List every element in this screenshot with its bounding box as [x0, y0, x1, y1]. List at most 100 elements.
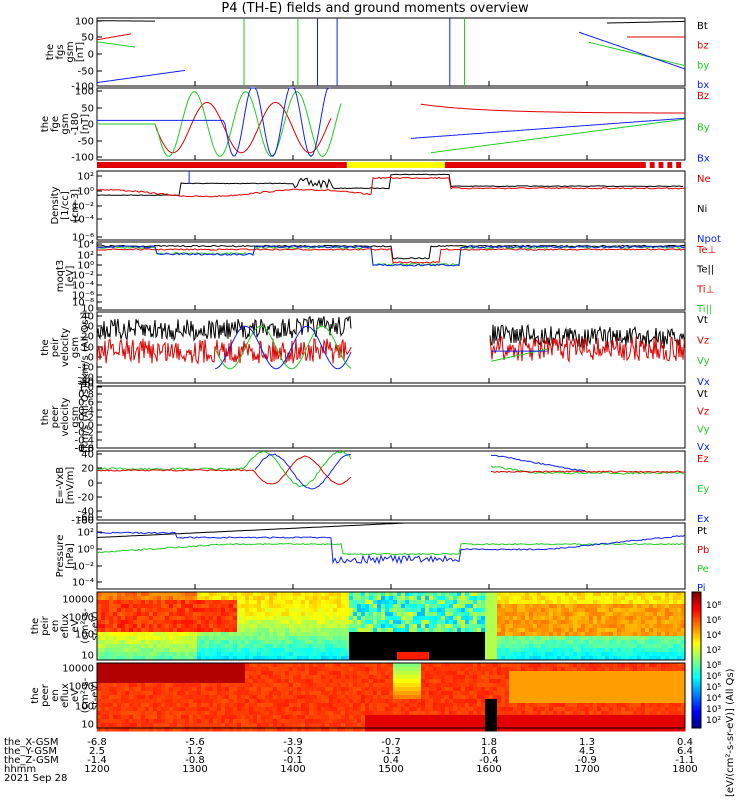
spectro-cell: [425, 687, 430, 692]
spectro-cell: [233, 719, 238, 724]
spectro-cell: [277, 648, 282, 653]
spectro-cell: [577, 632, 582, 637]
spectro-cell: [129, 640, 134, 645]
spectro-cell: [193, 715, 198, 720]
spectro-cell: [125, 671, 130, 676]
spectro-cell: [337, 620, 342, 625]
spectro-cell: [177, 679, 182, 684]
spectro-cell: [197, 652, 202, 657]
spectro-cell: [517, 675, 522, 680]
spectro-cell: [341, 707, 346, 712]
spectro-cell: [601, 683, 606, 688]
spectro-cell: [525, 675, 530, 680]
spectro-cell: [129, 616, 134, 621]
spectro-cell: [441, 695, 446, 700]
spectro-cell: [217, 671, 222, 676]
spectro-cell: [97, 624, 102, 629]
spectro-cell: [577, 683, 582, 688]
spectro-cell: [141, 719, 146, 724]
spectro-cell: [661, 604, 666, 609]
spectro-cell: [181, 711, 186, 716]
spectro-cell: [317, 628, 322, 633]
spectro-cell: [349, 687, 354, 692]
spectro-cell: [521, 596, 526, 601]
spectro-cell: [385, 620, 390, 625]
spectro-cell: [269, 592, 274, 597]
ylabel-line: the: [40, 339, 51, 355]
spectro-cell: [329, 640, 334, 645]
spectro-cell: [381, 723, 386, 728]
spectro-cell: [289, 616, 294, 621]
spectro-cell: [365, 703, 370, 708]
spectro-cell: [485, 628, 490, 633]
spectro-cell: [629, 652, 634, 657]
spectro-cell: [681, 604, 686, 609]
spectro-cell: [269, 596, 274, 601]
spectro-cell: [165, 624, 170, 629]
spectro-cell: [453, 675, 458, 680]
spectro-cell: [357, 711, 362, 716]
spectro-cell: [541, 652, 546, 657]
spectro-cell: [353, 600, 358, 605]
spectro-cell: [465, 691, 470, 696]
spectro-cell: [121, 596, 126, 601]
spectro-cell: [345, 600, 350, 605]
spectro-cell: [129, 675, 134, 680]
spectro-cell: [285, 632, 290, 637]
spectro-cell: [309, 612, 314, 617]
spectro-cell: [493, 592, 498, 597]
spectro-cell: [429, 640, 434, 645]
spectro-cell: [677, 620, 682, 625]
spectro-cell: [257, 648, 262, 653]
spectro-cell: [273, 699, 278, 704]
spectro-cell: [433, 612, 438, 617]
spectro-cell: [237, 596, 242, 601]
spectro-cell: [573, 632, 578, 637]
spectro-cell: [477, 600, 482, 605]
spectro-cell: [553, 608, 558, 613]
spectro-cell: [369, 596, 374, 601]
spectro-cell: [301, 683, 306, 688]
spectro-cell: [217, 628, 222, 633]
spectro-cell: [241, 612, 246, 617]
ylabel-line: fge: [50, 116, 61, 132]
spectro-cell: [205, 671, 210, 676]
spectro-cell: [157, 604, 162, 609]
spectro-cell: [229, 592, 234, 597]
spectro-cell: [309, 600, 314, 605]
spectro-cell: [273, 592, 278, 597]
spectro-cell: [105, 715, 110, 720]
spectro-cell: [337, 675, 342, 680]
spectro-cell: [581, 644, 586, 649]
spectro-cell: [657, 616, 662, 621]
spectro-cell: [393, 616, 398, 621]
spectro-cell: [149, 592, 154, 597]
spectro-cell: [525, 652, 530, 657]
spectro-cell: [561, 671, 566, 676]
spectro-cell: [293, 679, 298, 684]
spectro-cell: [169, 699, 174, 704]
spectro-cell: [557, 616, 562, 621]
spectro-cell: [449, 636, 454, 641]
spectro-cell: [645, 628, 650, 633]
spectro-cell: [201, 616, 206, 621]
spectro-cell: [657, 596, 662, 601]
spectro-cell: [657, 600, 662, 605]
spectro-cell: [313, 695, 318, 700]
spectro-cell: [117, 703, 122, 708]
spectro-cell: [185, 592, 190, 597]
spectro-cell: [501, 632, 506, 637]
spectro-cell: [533, 699, 538, 704]
spectro-cell: [445, 707, 450, 712]
spectro-cell: [417, 632, 422, 637]
spectro-cell: [425, 644, 430, 649]
spectro-cell: [509, 636, 514, 641]
spectro-cell: [661, 656, 666, 661]
spectro-cell: [173, 723, 178, 728]
spectro-cell: [345, 675, 350, 680]
spectro-cell: [409, 671, 414, 676]
spectro-cell: [317, 715, 322, 720]
spectro-cell: [153, 612, 158, 617]
spectro-cell: [441, 640, 446, 645]
spectro-cell: [569, 644, 574, 649]
